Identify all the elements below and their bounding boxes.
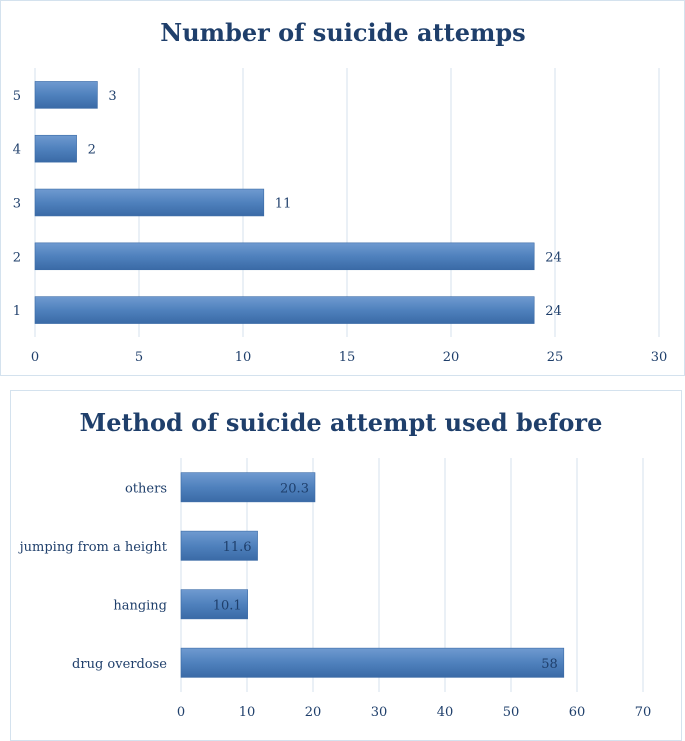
x-tick-label: 30 — [651, 350, 668, 365]
y-category-label: 1 — [13, 304, 21, 319]
data-label: 10.1 — [213, 598, 242, 613]
x-tick-label: 5 — [135, 350, 143, 365]
data-label: 11 — [275, 197, 292, 212]
bar — [34, 81, 98, 109]
x-tick-label: 15 — [339, 350, 356, 365]
data-label: 24 — [545, 250, 562, 265]
data-label: 2 — [88, 143, 96, 158]
x-tick-label: 25 — [547, 350, 564, 365]
y-category-label: 3 — [13, 197, 21, 212]
y-category-label: 4 — [13, 143, 21, 158]
chart-panel-attempts: Number of suicide attemps 0 5 10 15 20 25 30 1 2… — [0, 0, 685, 376]
methods-chart: Method of suicide attempt used before 0 1… — [18, 408, 652, 720]
y-category-label: others — [125, 481, 167, 496]
bar — [180, 472, 316, 503]
y-category-label: drug overdose — [72, 657, 167, 672]
bar — [180, 647, 565, 678]
y-category-label: 2 — [13, 250, 21, 265]
y-category-label: jumping from a height — [18, 540, 168, 555]
bar — [34, 242, 535, 271]
x-tick-label: 10 — [235, 350, 252, 365]
data-label: 24 — [545, 304, 562, 319]
data-label: 58 — [541, 657, 558, 672]
x-tick-label: 0 — [31, 350, 39, 365]
x-tick-label: 60 — [569, 705, 586, 720]
x-tick-label: 0 — [177, 705, 185, 720]
x-tick-label: 70 — [635, 705, 652, 720]
bar — [180, 589, 248, 620]
data-label: 11.6 — [223, 540, 252, 555]
bar — [34, 188, 265, 217]
y-category-label: hanging — [113, 598, 167, 613]
chart-title: Method of suicide attempt used before — [80, 408, 603, 437]
attempts-chart: Number of suicide attemps 0 5 10 15 20 25 301 2… — [13, 18, 668, 365]
x-tick-label: 30 — [371, 705, 388, 720]
x-tick-label: 20 — [305, 705, 322, 720]
x-tick-label: 20 — [443, 350, 460, 365]
x-tick-label: 50 — [503, 705, 520, 720]
bar — [180, 530, 258, 561]
x-tick-label: 10 — [239, 705, 256, 720]
x-tick-label: 40 — [437, 705, 454, 720]
data-label: 3 — [108, 89, 116, 104]
data-label: 20.3 — [280, 481, 309, 496]
chart-panel-methods: Method of suicide attempt used before 0 1… — [10, 390, 682, 741]
bar — [34, 296, 535, 324]
y-category-label: 5 — [13, 89, 21, 104]
bar — [34, 134, 77, 163]
chart-title: Number of suicide attemps — [160, 18, 525, 47]
